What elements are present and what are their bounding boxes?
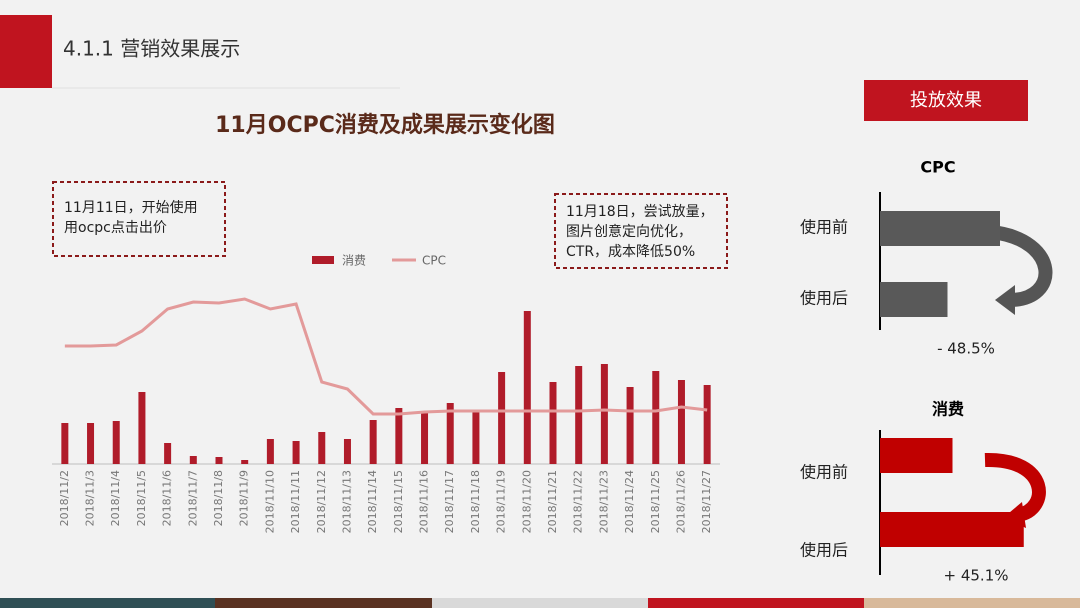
footer-stripe <box>864 598 1080 608</box>
x-tick-label: 2018/11/19 <box>495 470 508 533</box>
arrow <box>984 452 1046 522</box>
annotation: + 45.1% <box>944 567 1009 585</box>
x-tick-label: 2018/11/22 <box>572 470 585 533</box>
bar <box>523 311 531 464</box>
chart-title: 消费 <box>932 400 964 419</box>
footer-stripe <box>648 598 864 608</box>
x-tick-label: 2018/11/11 <box>289 470 302 533</box>
bar <box>446 403 454 464</box>
bar <box>472 412 480 464</box>
x-tick-label: 2018/11/8 <box>212 470 225 526</box>
x-tick-label: 2018/11/24 <box>623 470 636 533</box>
x-tick-label: 2018/11/23 <box>597 470 610 533</box>
bar <box>880 282 948 317</box>
bar <box>343 439 351 464</box>
annotation: 11月18日，尝试放量， <box>566 204 714 220</box>
x-tick-label: 2018/11/17 <box>443 470 456 533</box>
bar <box>421 411 429 464</box>
y-tick-label: 使用后 <box>800 541 848 560</box>
footer-stripe <box>432 598 648 608</box>
annotation: - 48.5% <box>937 340 995 358</box>
x-tick-label: 2018/11/26 <box>674 470 687 533</box>
bar <box>87 423 95 464</box>
x-tick-label: 2018/11/16 <box>418 470 431 533</box>
button <box>864 80 1028 121</box>
x-tick-label: 2018/11/12 <box>315 470 328 533</box>
legend-label: CPC <box>422 254 446 268</box>
header-block <box>0 15 52 88</box>
x-tick-label: 2018/11/7 <box>186 470 199 526</box>
bar <box>626 387 634 464</box>
x-tick-label: 2018/11/2 <box>58 470 71 526</box>
bar <box>395 408 403 464</box>
arrow-head <box>995 285 1015 315</box>
y-tick-label: 使用前 <box>800 218 848 237</box>
bar <box>61 423 69 464</box>
bar <box>880 512 1024 547</box>
chart-title: CPC <box>920 158 955 177</box>
bar <box>575 366 583 464</box>
x-tick-label: 2018/11/20 <box>520 470 533 533</box>
x-tick-label: 2018/11/15 <box>392 470 405 533</box>
annotation: 用ocpc点击出价 <box>64 220 167 236</box>
bar <box>215 457 223 464</box>
legend-label: 消费 <box>342 254 366 268</box>
x-tick-label: 2018/11/21 <box>546 470 559 533</box>
chart-title: 11月OCPC消费及成果展示变化图 <box>215 112 555 138</box>
annotation: CTR，成本降低50% <box>566 244 695 260</box>
bar <box>112 421 120 464</box>
legend-swatch <box>312 256 334 264</box>
x-tick-label: 2018/11/27 <box>700 470 713 533</box>
button-label: 投放效果 <box>910 90 982 111</box>
x-tick-label: 2018/11/13 <box>340 470 353 533</box>
x-tick-label: 2018/11/6 <box>161 470 174 526</box>
x-tick-label: 2018/11/4 <box>109 470 122 526</box>
arrow <box>990 225 1053 307</box>
bar <box>600 364 608 464</box>
bar <box>241 460 249 464</box>
annotation-box <box>554 193 728 269</box>
line <box>64 297 708 416</box>
header-title: 4.1.1 营销效果展示 <box>63 37 240 61</box>
bar <box>138 392 146 464</box>
bar <box>677 380 685 464</box>
x-tick-label: 2018/11/3 <box>84 470 97 526</box>
bar <box>369 420 377 464</box>
y-tick-label: 使用前 <box>800 463 848 482</box>
bar <box>880 438 953 473</box>
y-tick-label: 使用后 <box>800 289 848 308</box>
annotation: 11月11日，开始使用 <box>64 199 198 216</box>
bar <box>266 439 274 464</box>
bar <box>318 432 326 464</box>
bar <box>652 371 660 464</box>
annotation-box <box>52 181 226 257</box>
bar <box>164 443 172 464</box>
bar <box>189 456 197 464</box>
bar <box>549 382 557 464</box>
x-tick-label: 2018/11/18 <box>469 470 482 533</box>
x-tick-label: 2018/11/25 <box>649 470 662 533</box>
bar <box>292 441 300 464</box>
x-tick-label: 2018/11/5 <box>135 470 148 526</box>
footer-stripe <box>0 598 215 608</box>
x-tick-label: 2018/11/9 <box>238 470 251 526</box>
bar <box>880 211 1000 246</box>
x-tick-label: 2018/11/10 <box>263 470 276 533</box>
footer-stripe <box>215 598 432 608</box>
annotation: 图片创意定向优化， <box>566 223 692 240</box>
bar <box>703 385 711 464</box>
x-tick-label: 2018/11/14 <box>366 470 379 533</box>
bar <box>498 372 506 464</box>
